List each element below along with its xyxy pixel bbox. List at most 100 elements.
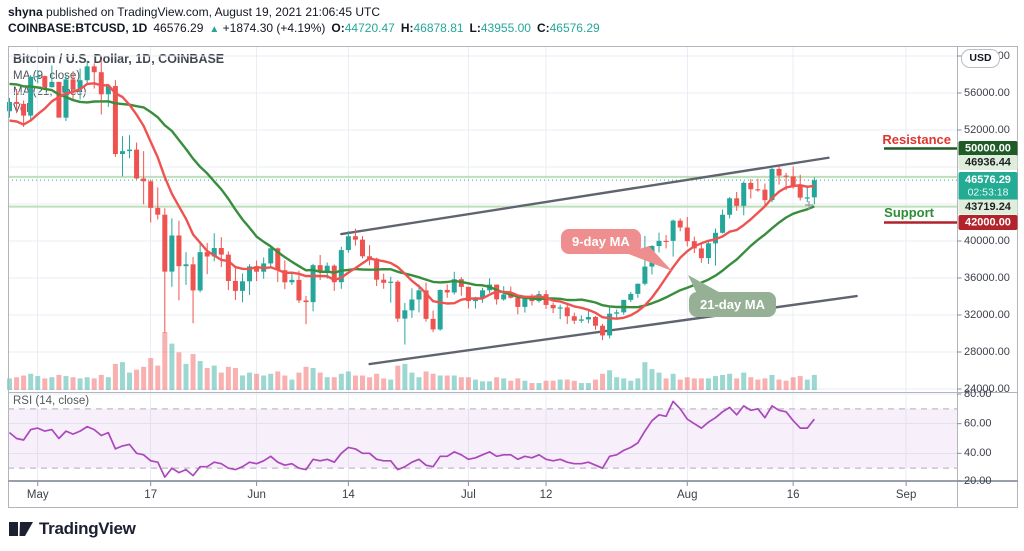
- volume-bar: [522, 380, 528, 390]
- high-value: 46878.81: [413, 21, 464, 35]
- low-label: L:: [469, 21, 481, 35]
- candle-body: [134, 149, 140, 179]
- volume-bar: [360, 375, 365, 390]
- volume-bar: [303, 366, 309, 390]
- volume-bar: [705, 378, 711, 390]
- candle-body: [536, 294, 542, 302]
- time-tick-label: 14: [342, 489, 355, 501]
- candle-body: [451, 279, 457, 293]
- sr-segments-layer[interactable]: [884, 147, 957, 224]
- resistance-price-text: 50000.00: [965, 143, 1011, 155]
- ma21-callout-tail: [688, 275, 726, 296]
- candle-body: [35, 76, 41, 78]
- volume-bar: [197, 361, 203, 390]
- candle-body: [56, 81, 62, 118]
- volume-bar: [98, 374, 104, 390]
- volume-bar: [628, 380, 634, 390]
- volume-bar: [755, 379, 761, 390]
- volume-bar: [508, 380, 514, 390]
- price-levels-layer: [8, 175, 957, 208]
- byline-text: published on TradingView.com, August 19,…: [42, 5, 381, 19]
- volume-bar: [677, 379, 683, 390]
- volume-bar: [684, 377, 690, 390]
- close-label: C:: [536, 21, 550, 35]
- volume-bar: [84, 377, 90, 390]
- lower-level-pill: [958, 199, 1018, 215]
- time-tick-label: 16: [787, 489, 800, 501]
- byline-user: shyna: [8, 5, 43, 19]
- support-label[interactable]: Support: [884, 205, 934, 220]
- candle-body: [70, 79, 76, 90]
- candle-body: [275, 248, 281, 271]
- candle-body: [141, 178, 147, 182]
- volume-bar: [585, 383, 591, 390]
- candle-body: [388, 281, 394, 283]
- volume-bar: [564, 379, 570, 390]
- candle-body: [444, 289, 450, 293]
- candle-body: [254, 266, 260, 272]
- add-order-plus-icon[interactable]: [805, 201, 813, 209]
- volume-bar: [472, 379, 478, 390]
- time-tick-label: Aug: [677, 489, 697, 501]
- candle-body: [112, 86, 118, 155]
- rsi-line-layer: [8, 400, 815, 478]
- candle-body: [176, 235, 182, 267]
- candle-body: [437, 289, 443, 330]
- trendlines-layer[interactable]: [340, 156, 858, 366]
- candle-body: [727, 198, 733, 215]
- volume-bar: [239, 375, 245, 390]
- ma9-callout[interactable]: 9-day MA: [561, 229, 641, 254]
- volume-bar: [381, 378, 387, 390]
- volume-bar: [691, 378, 697, 390]
- volume-bar: [338, 373, 344, 390]
- symbol-ohlc-row: COINBASE:BTCUSD, 1D 46576.29 ▲ +1874.30 (+…: [8, 21, 600, 35]
- candle-body: [190, 264, 196, 291]
- high-label: H:: [400, 21, 414, 35]
- candle-body: [402, 310, 408, 319]
- candle-body: [211, 248, 217, 257]
- rsi-tick-label: 20.00: [964, 475, 992, 487]
- ma9-line: [9, 82, 815, 320]
- ma-lines-layer: [9, 82, 815, 320]
- candle-body: [691, 241, 697, 249]
- volume-bar: [451, 375, 457, 390]
- candle-body: [345, 236, 351, 251]
- volume-bar: [105, 377, 111, 390]
- time-axis[interactable]: May 17 Jun 14 Jul 12 Aug 16 Sep: [27, 481, 916, 501]
- candle-body: [783, 175, 789, 177]
- ma21-callout[interactable]: 21-day MA: [689, 292, 777, 317]
- price-tick-label: 36000.00: [964, 272, 1010, 284]
- candle-body: [7, 101, 12, 112]
- price-axis[interactable]: 60000.0056000.0052000.0040000.0036000.00…: [957, 50, 1018, 487]
- currency-toggle-button[interactable]: USD: [961, 49, 1000, 68]
- candle-body: [127, 149, 133, 152]
- candle-body: [480, 290, 486, 299]
- candle-body: [239, 281, 245, 291]
- volume-bar: [762, 378, 768, 390]
- volume-bar: [374, 373, 380, 390]
- price-tick-label: 32000.00: [964, 309, 1010, 321]
- volume-bar: [790, 377, 796, 390]
- volume-bar: [797, 376, 803, 390]
- candle-body: [656, 240, 662, 247]
- candle-body: [607, 313, 613, 336]
- volume-bar: [494, 377, 500, 390]
- volume-bar: [550, 380, 556, 390]
- volume-bar: [275, 371, 281, 390]
- volume-bar: [176, 352, 182, 390]
- volume-bar: [56, 374, 62, 390]
- volume-bar: [536, 383, 542, 390]
- candle-body: [14, 101, 20, 104]
- resistance-label[interactable]: Resistance: [882, 132, 951, 147]
- rsi-legend[interactable]: RSI (14, close): [13, 395, 90, 407]
- volume-bar: [324, 377, 330, 390]
- volume-bar: [698, 378, 704, 390]
- volume-bar: [437, 375, 443, 390]
- candle-body: [409, 299, 415, 311]
- candle-body: [119, 151, 125, 155]
- candle-body: [232, 280, 238, 291]
- candle-body: [169, 235, 175, 272]
- candle-body: [360, 239, 365, 257]
- tradingview-logo[interactable]: TradingView: [9, 519, 136, 539]
